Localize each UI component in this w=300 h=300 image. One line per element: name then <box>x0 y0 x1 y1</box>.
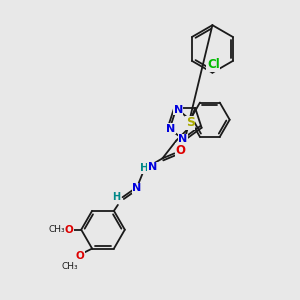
Text: CH₃: CH₃ <box>48 225 65 234</box>
Text: N: N <box>178 134 187 144</box>
Text: S: S <box>186 116 195 129</box>
Text: Cl: Cl <box>207 58 220 71</box>
Text: N: N <box>173 105 183 115</box>
Text: N: N <box>166 124 175 134</box>
Text: H: H <box>140 163 149 173</box>
Text: H: H <box>112 192 120 202</box>
Text: O: O <box>76 251 85 262</box>
Text: O: O <box>65 225 74 235</box>
Text: O: O <box>52 226 59 235</box>
Text: N: N <box>148 162 157 172</box>
Text: O: O <box>175 144 185 157</box>
Text: CH₃: CH₃ <box>61 262 78 271</box>
Text: N: N <box>132 183 141 193</box>
